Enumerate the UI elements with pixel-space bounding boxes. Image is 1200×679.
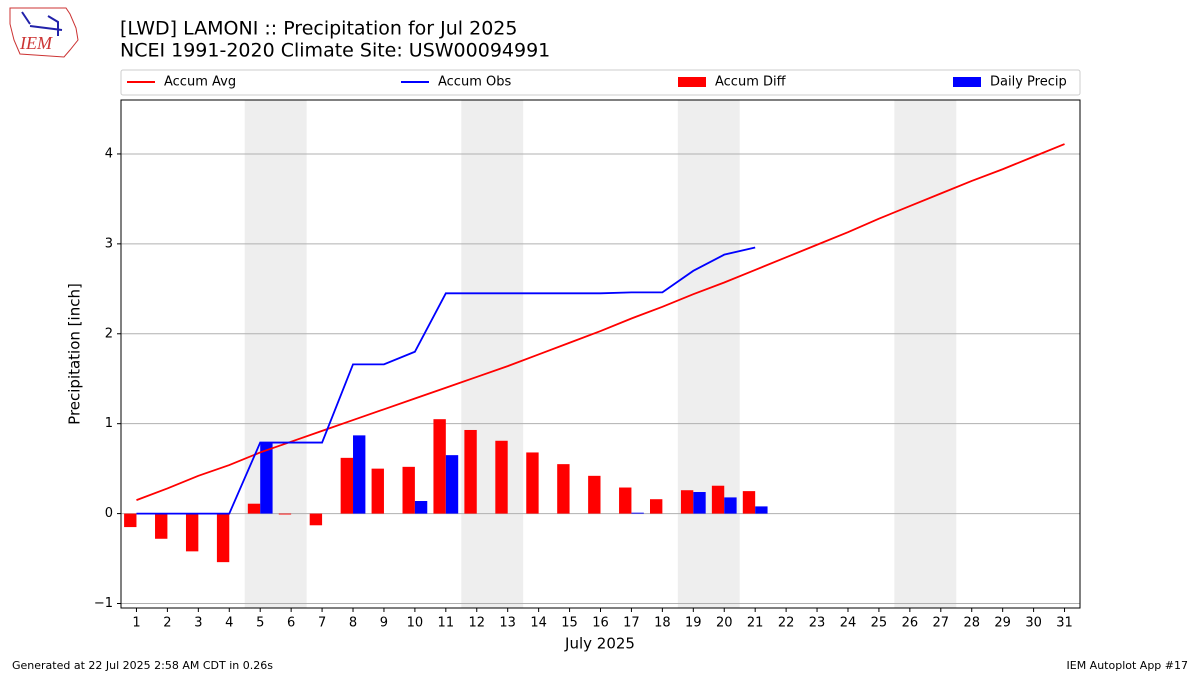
bar [680,490,694,514]
y-tick-label: 2 [105,326,113,341]
x-tick-label: 11 [438,616,455,631]
bar [742,491,756,514]
bar [216,513,230,563]
bar [619,487,632,514]
footer-right: IEM Autoplot App #17 [1067,659,1189,672]
bar [340,457,354,514]
bar [711,485,725,514]
x-tick-label: 1 [132,616,140,631]
x-tick-label: 30 [1025,616,1042,631]
bar [433,419,446,514]
bar [260,442,273,514]
bar [693,492,706,514]
x-tick-label: 13 [499,616,516,631]
chart-subtitle: NCEI 1991-2020 Climate Site: USW00094991 [120,40,550,62]
bar [495,440,508,514]
x-tick-label: 9 [380,616,388,631]
x-tick-label: 6 [287,616,295,631]
x-tick-label: 7 [318,616,326,631]
y-tick-label: 1 [105,416,113,431]
bar [414,501,428,514]
legend-swatch [678,77,706,87]
x-tick-label: 21 [747,616,764,631]
y-tick-label: −1 [94,596,113,611]
logo-text: IEM [19,33,53,53]
y-tick-label: 3 [105,236,113,251]
x-tick-label: 17 [623,616,640,631]
logo: IEM [9,7,79,58]
bar [155,513,168,539]
bar [526,452,539,514]
legend-label: Daily Precip [990,75,1067,90]
bar [755,506,768,514]
weekend-shade [677,100,740,608]
chart-title: [LWD] LAMONI :: Precipitation for Jul 20… [120,18,517,40]
bar [371,468,384,514]
bar [185,513,199,552]
bar [247,503,261,514]
bar [445,455,459,514]
x-tick-label: 18 [654,616,671,631]
x-tick-label: 15 [561,616,578,631]
x-tick-label: 5 [256,616,264,631]
legend-label: Accum Avg [164,75,236,90]
legend-label: Accum Diff [715,75,787,90]
x-tick-label: 29 [994,616,1011,631]
x-axis-label: July 2025 [564,635,635,653]
bar [631,512,644,514]
plot-frame [120,99,1081,609]
x-tick-label: 10 [407,616,424,631]
x-tick-label: 2 [163,616,171,631]
bar [649,499,663,514]
x-tick-label: 28 [963,616,980,631]
x-tick-label: 23 [809,616,826,631]
x-tick-label: 24 [840,616,857,631]
legend-label: Accum Obs [438,75,511,90]
x-tick-label: 31 [1056,616,1073,631]
x-tick-label: 22 [778,616,795,631]
x-tick-label: 12 [468,616,485,631]
y-tick-label: 4 [105,146,113,161]
y-axis-label: Precipitation [inch] [66,283,84,425]
x-tick-label: 4 [225,616,233,631]
bar [588,475,601,514]
bar [309,513,323,526]
x-tick-label: 3 [194,616,202,631]
bar [124,513,137,528]
x-tick-label: 16 [592,616,609,631]
bar [557,464,570,514]
bar [464,429,477,514]
footer-left: Generated at 22 Jul 2025 2:58 AM CDT in … [12,659,273,672]
x-tick-label: 14 [530,616,547,631]
bar [353,435,366,514]
x-tick-label: 20 [716,616,733,631]
legend-swatch [953,77,981,87]
bar [402,466,415,514]
legend [120,69,1081,96]
y-tick-label: 0 [105,506,113,521]
x-tick-label: 19 [685,616,702,631]
x-tick-label: 25 [871,616,888,631]
weekend-shade [894,100,957,608]
line [136,246,756,515]
weekend-shade [461,100,524,608]
x-tick-label: 26 [902,616,919,631]
weekend-shade [244,100,307,608]
bar [278,513,292,515]
bar [724,497,737,514]
x-tick-label: 27 [933,616,950,631]
x-tick-label: 8 [349,616,357,631]
